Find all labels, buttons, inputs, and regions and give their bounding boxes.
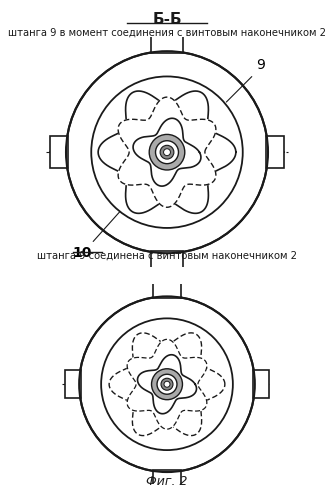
Text: Б-Б: Б-Б [152, 12, 182, 27]
Circle shape [157, 374, 177, 394]
Text: Фиг. 2: Фиг. 2 [146, 475, 188, 488]
Bar [151, 251, 183, 269]
Bar [153, 470, 181, 486]
Circle shape [101, 318, 233, 450]
Circle shape [91, 76, 243, 228]
Polygon shape [127, 339, 207, 429]
Circle shape [152, 369, 182, 400]
Polygon shape [118, 97, 216, 207]
Circle shape [164, 381, 170, 387]
Circle shape [149, 134, 185, 170]
Polygon shape [138, 355, 196, 414]
Circle shape [66, 51, 268, 253]
Polygon shape [133, 118, 201, 186]
Bar [153, 282, 181, 298]
Circle shape [156, 141, 178, 164]
Circle shape [160, 145, 174, 159]
Text: 10: 10 [73, 206, 125, 260]
Text: штанга 9 в момент соединения с винтовым наконечником 2: штанга 9 в момент соединения с винтовым … [8, 27, 326, 37]
Bar [65, 370, 81, 398]
Polygon shape [109, 333, 225, 436]
Circle shape [164, 149, 170, 156]
Text: 9: 9 [226, 58, 266, 102]
Bar [253, 370, 269, 398]
Bar [50, 136, 68, 168]
Polygon shape [98, 91, 236, 214]
Circle shape [79, 296, 255, 472]
Circle shape [161, 378, 173, 390]
Text: штанга 9 соединена с винтовым наконечником 2: штанга 9 соединена с винтовым наконечник… [37, 251, 297, 261]
Bar [266, 136, 284, 168]
Bar [151, 35, 183, 53]
